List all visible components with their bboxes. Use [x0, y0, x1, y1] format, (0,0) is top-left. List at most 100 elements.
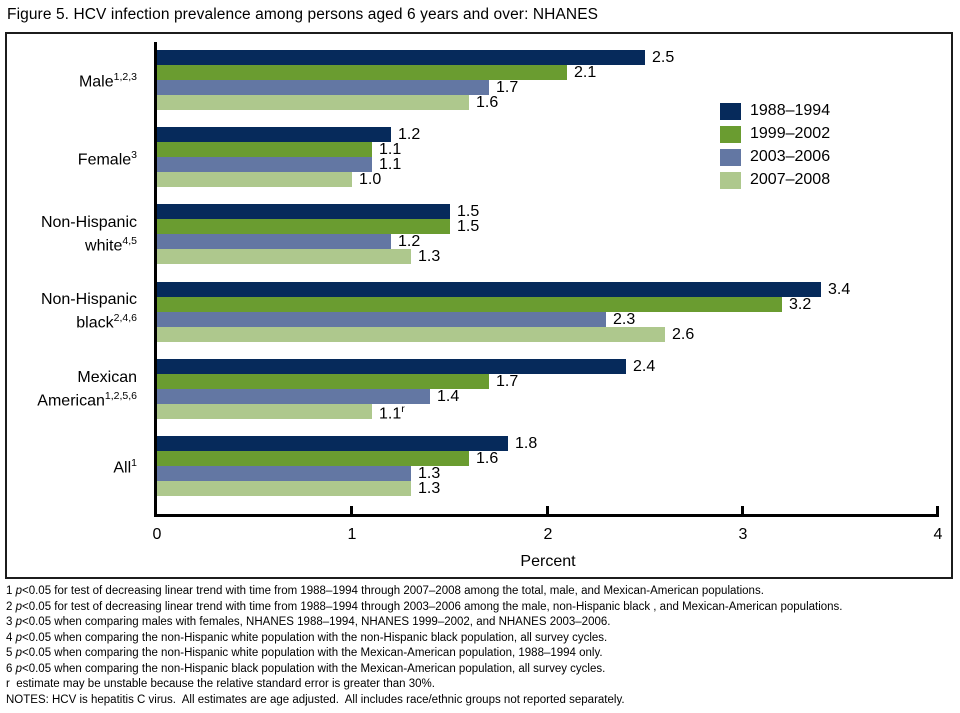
x-axis-tick-labels: 0 1 2 3 4 [153, 526, 943, 546]
footnote-text: r estimate may be unstable because the r… [6, 678, 435, 690]
bar-value-label: 1.3 [418, 248, 441, 266]
bar-row: 1.3 [157, 479, 939, 497]
footnote-line: 1 p<0.05 for test of decreasing linear t… [6, 584, 956, 600]
bar-group: 2.5 2.1 1.7 1.6 [157, 49, 939, 111]
x-axis-tick [741, 506, 744, 514]
footnote-line: r estimate may be unstable because the r… [6, 677, 956, 693]
category-label-line: Male1,2,3 [78, 71, 137, 91]
bar-value-label: 1.3 [418, 479, 441, 497]
category-label: All1 [7, 436, 148, 496]
footnote-text: 4 [6, 631, 16, 644]
legend-row: 1999–2002 [720, 125, 830, 143]
legend-row: 2007–2008 [720, 171, 830, 189]
category-label-line: black2,4,6 [76, 312, 137, 332]
bar [157, 249, 411, 265]
bar-value-label: 1.6 [476, 94, 499, 111]
bar-value-label: 1.2 [398, 233, 421, 251]
bar [157, 219, 450, 235]
bar-row: 3.2 [157, 296, 939, 312]
bar-row: 2.1 [157, 64, 939, 81]
bar-row: 1.6 [157, 94, 939, 111]
bar [157, 204, 450, 220]
bar [157, 403, 372, 419]
bar [157, 373, 489, 389]
bar-row: 1.2 [157, 127, 939, 143]
category-label: Mexican American1,2,5,6 [7, 359, 148, 419]
category-label: Non-Hispanic black2,4,6 [7, 282, 148, 342]
footnote-line: 6 p<0.05 when comparing the non-Hispanic… [6, 662, 956, 678]
category-label-line: American1,2,5,6 [37, 389, 137, 409]
footnote-text: 6 [6, 662, 16, 675]
bar [157, 80, 489, 95]
bar-value-label: 1.4 [437, 387, 460, 405]
footnote-italic-p: p [15, 585, 22, 597]
bar-row: 2.4 [157, 358, 939, 374]
bar [157, 326, 665, 342]
bar-groups: 2.5 2.1 1.7 1.6 1.2 1.1 1.1 1.0 1.5 1.5 1.2 1.3 3.4 3… [157, 42, 939, 514]
bar-value-label: 1.1 [379, 156, 402, 174]
figure-title: Figure 5. HCV infection prevalence among… [7, 6, 599, 23]
bar [157, 50, 645, 65]
footnote-text: <0.05 when comparing the non-Hispanic bl… [22, 662, 606, 675]
bar [157, 296, 782, 312]
bar-value-label: 1.7 [496, 79, 519, 96]
footnote-line: 3 p<0.05 when comparing males with femal… [6, 615, 956, 631]
bar [157, 311, 606, 327]
legend-swatch [720, 102, 741, 120]
category-label-line: Non-Hispanic [40, 291, 137, 309]
bar-group: 1.5 1.5 1.2 1.3 [157, 203, 939, 266]
bar-row: 2.6 [157, 325, 939, 343]
footnote-text: <0.05 when comparing the non-Hispanic wh… [22, 647, 603, 659]
x-tick-label: 4 [933, 526, 943, 543]
bar-row: 1.7 [157, 79, 939, 96]
bar-value-label: 1.1 [379, 141, 402, 159]
bar-row: 2.5 [157, 49, 939, 66]
category-label: Non-Hispanic white4,5 [7, 204, 148, 264]
footnote-italic-p: p [15, 600, 22, 613]
bar [157, 127, 391, 143]
category-label-line: Mexican [77, 368, 137, 386]
bar-value-label: 1.8 [515, 434, 538, 452]
bar-row: 1.6 [157, 449, 939, 467]
bar-value-label: 2.6 [672, 325, 695, 343]
bar-group: 1.2 1.1 1.1 1.0 [157, 127, 939, 188]
bar-row: 1.2 [157, 233, 939, 251]
bar-row: 1.4 [157, 387, 939, 405]
footnote-line: 5 p<0.05 when comparing the non-Hispanic… [6, 646, 956, 662]
category-label: Male1,2,3 [7, 50, 148, 110]
footnote-text: <0.05 for test of decreasing linear tren… [22, 600, 843, 613]
bar-row: 1.0 [157, 172, 939, 188]
bar [157, 435, 508, 451]
bar [157, 172, 352, 188]
bar-value-label: 1.5 [457, 203, 480, 221]
footnote-text: <0.05 when comparing the non-Hispanic wh… [22, 631, 608, 644]
legend-swatch [720, 171, 741, 189]
bar-value-label: 2.3 [613, 310, 636, 328]
category-axis-labels: Male1,2,3 Female3 Non-Hispanic white4,5 Non-… [7, 42, 148, 514]
bar-value-label: 2.1 [574, 64, 597, 81]
chart-area: Male1,2,3 Female3 Non-Hispanic white4,5 Non-… [5, 32, 953, 579]
bar-value-label: 1.3 [418, 464, 441, 482]
bar-value-label: 3.4 [828, 280, 851, 298]
footnote-line: 4 p<0.05 when comparing the non-Hispanic… [6, 631, 956, 647]
bar-row: 1.1r [157, 402, 939, 422]
bar-group: 1.8 1.6 1.3 1.3 [157, 434, 939, 497]
bar [157, 480, 411, 496]
bar-value-label: 1.1r [379, 402, 405, 422]
x-axis-tick [350, 506, 353, 514]
bar-row: 1.5 [157, 203, 939, 221]
bar [157, 450, 469, 466]
legend-swatch [720, 125, 741, 143]
bar-value-label: 2.5 [652, 49, 675, 66]
footnote-line: 2 p<0.05 for test of decreasing linear t… [6, 600, 956, 616]
x-tick-label: 0 [152, 526, 162, 543]
bar-group: 2.4 1.7 1.4 1.1r [157, 358, 939, 422]
bar-row: 1.3 [157, 248, 939, 266]
bar-row: 1.7 [157, 373, 939, 389]
legend-row: 1988–1994 [720, 102, 830, 120]
bar [157, 465, 411, 481]
bar-value-label: 1.6 [476, 449, 499, 467]
bar-value-label: 1.5 [457, 218, 480, 236]
bar [157, 142, 372, 158]
footnote-text: 1 [6, 585, 16, 597]
